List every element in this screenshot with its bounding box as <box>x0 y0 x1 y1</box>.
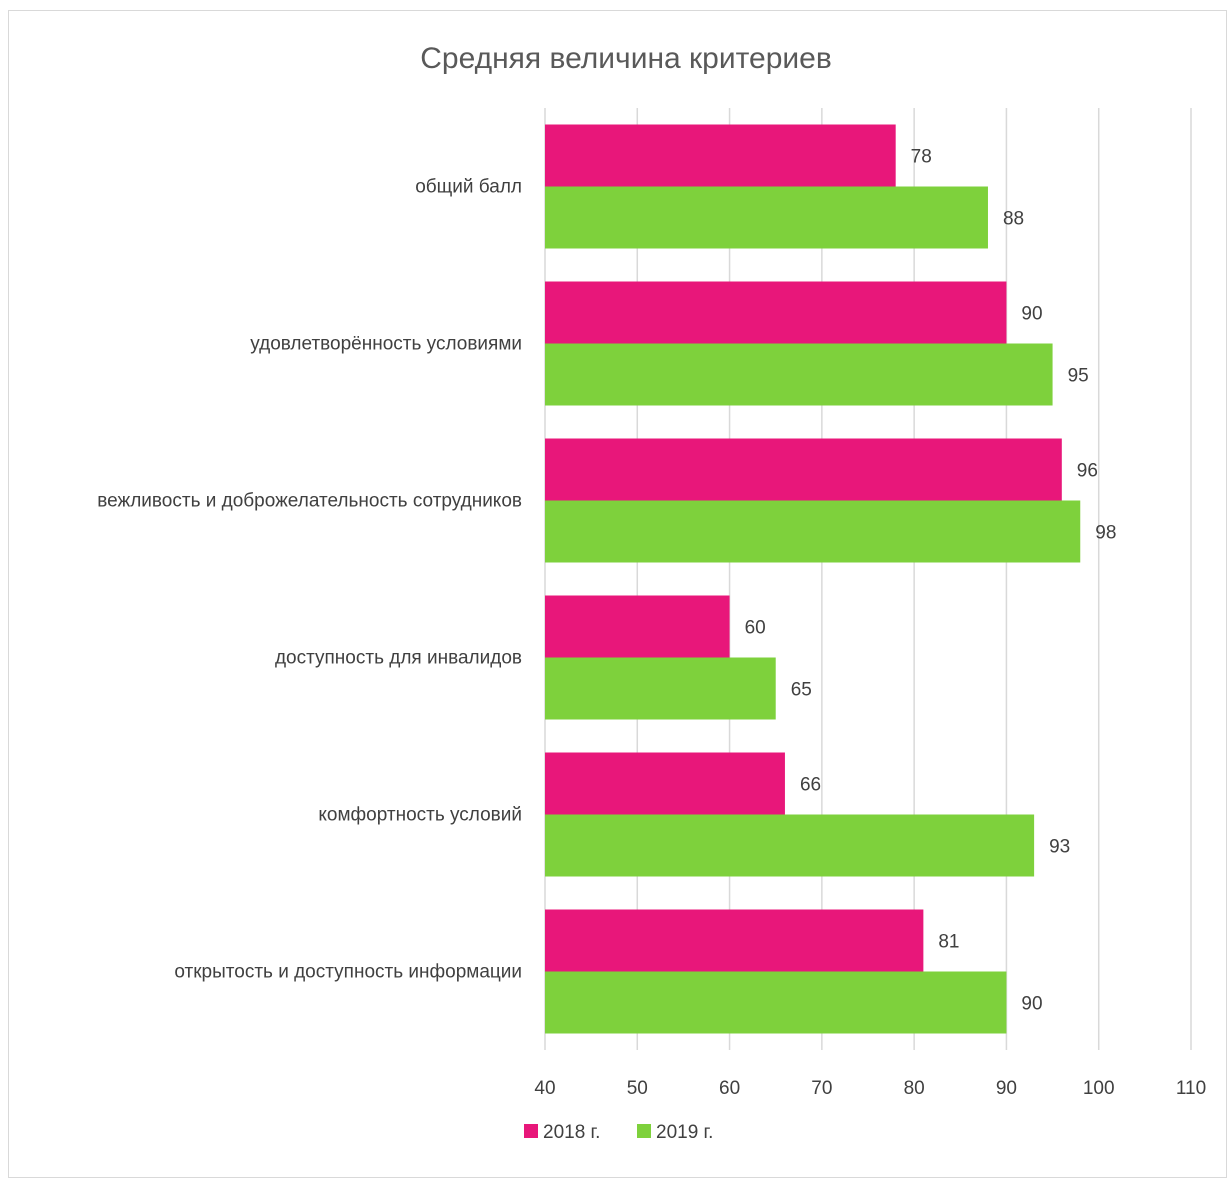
bar-series-1 <box>545 124 896 187</box>
bar-series-2 <box>545 500 1081 563</box>
data-label: 60 <box>745 618 766 639</box>
data-label: 90 <box>1021 304 1042 325</box>
legend-swatch <box>637 1124 651 1138</box>
data-label: 90 <box>1021 994 1042 1015</box>
legend-label: 2018 г. <box>543 1122 600 1143</box>
data-label: 96 <box>1077 461 1098 482</box>
data-label: 95 <box>1068 366 1089 387</box>
bar-series-2 <box>545 186 988 249</box>
data-label: 88 <box>1003 209 1024 230</box>
data-label: 98 <box>1095 523 1116 544</box>
chart-title: Средняя величина критериев <box>420 42 832 75</box>
data-label: 65 <box>791 680 812 701</box>
x-tick-label: 40 <box>534 1078 555 1099</box>
bar-series-1 <box>545 438 1062 501</box>
bar-series-1 <box>545 281 1007 344</box>
data-label: 93 <box>1049 837 1070 858</box>
category-labels: общий балл удовлетворённость условиями веж… <box>97 177 522 983</box>
bar-series-2 <box>545 657 776 720</box>
x-tick-label: 60 <box>719 1078 740 1099</box>
category-label: вежливость и доброжелательность сотрудни… <box>97 491 522 512</box>
category-label: удовлетворённость условиями <box>250 334 522 355</box>
bar-series-2 <box>545 971 1007 1034</box>
bar-series-2 <box>545 343 1053 406</box>
x-axis-ticks: 40 50 60 70 80 90 100 110 <box>534 1078 1206 1099</box>
x-tick-label: 80 <box>904 1078 925 1099</box>
data-label: 66 <box>800 775 821 796</box>
data-label: 81 <box>938 932 959 953</box>
legend-swatch <box>524 1124 538 1138</box>
bar-series-1 <box>545 909 924 972</box>
category-label: открытость и доступность информации <box>174 962 522 983</box>
category-label: доступность для инвалидов <box>275 648 522 669</box>
bars: 78 88 90 95 96 98 60 65 66 93 81 90 <box>545 124 1116 1034</box>
grid-lines <box>544 108 1192 1050</box>
bar-series-2 <box>545 814 1035 877</box>
category-label: общий балл <box>415 177 522 198</box>
x-tick-label: 70 <box>811 1078 832 1099</box>
x-tick-label: 110 <box>1176 1078 1206 1099</box>
legend-label: 2019 г. <box>656 1122 713 1143</box>
bar-series-1 <box>545 595 730 658</box>
legend: 2018 г. 2019 г. <box>524 1122 713 1143</box>
x-tick-label: 50 <box>627 1078 648 1099</box>
category-label: комфортность условий <box>318 805 522 826</box>
x-tick-label: 90 <box>996 1078 1017 1099</box>
data-label: 78 <box>911 147 932 168</box>
bar-series-1 <box>545 752 785 815</box>
x-tick-label: 100 <box>1083 1078 1115 1099</box>
